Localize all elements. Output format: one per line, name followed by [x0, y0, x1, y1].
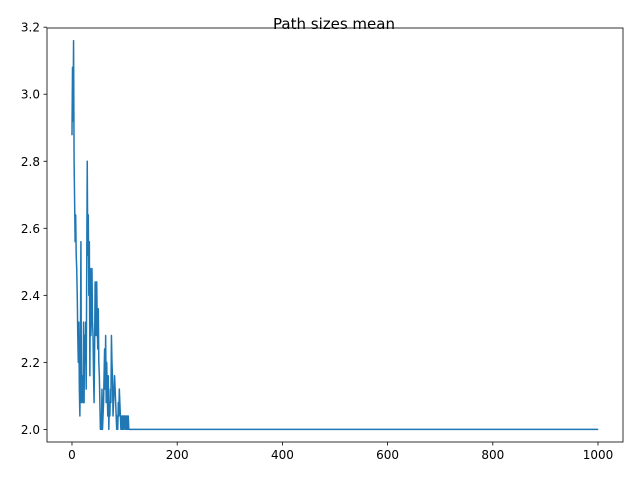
x-tick-label: 0 [68, 448, 76, 462]
plot-frame [46, 27, 624, 443]
x-tick-label: 200 [166, 448, 189, 462]
x-tick-label: 600 [376, 448, 399, 462]
y-tick-label: 2.2 [21, 356, 40, 370]
x-tick-label: 1000 [583, 448, 614, 462]
y-tick-label: 2.8 [21, 155, 40, 169]
chart-title: Path sizes mean [273, 15, 395, 33]
axes: 0 200 400 600 800 1000 2.0 2.2 2.4 2.6 2.8 3.0 3.2 [21, 21, 624, 462]
y-tick-label: 3.0 [21, 88, 40, 102]
x-tick-label: 400 [271, 448, 294, 462]
y-tick-label: 2.0 [21, 423, 40, 437]
y-tick-label: 2.6 [21, 222, 40, 236]
y-tick-label: 2.4 [21, 289, 40, 303]
y-tick-label: 3.2 [21, 21, 40, 35]
series-line-0 [71, 39, 599, 431]
plot-area [71, 39, 599, 431]
x-tick-label: 800 [481, 448, 504, 462]
